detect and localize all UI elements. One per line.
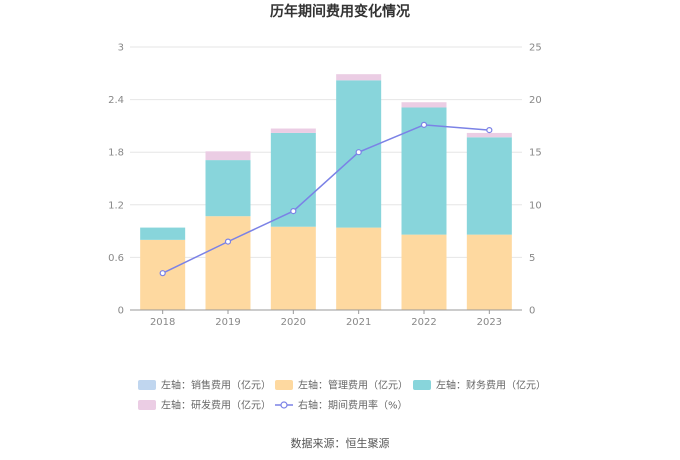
bar-segment (466, 234, 512, 310)
legend-label: 左轴：销售费用（亿元） (161, 379, 271, 392)
rate-line-point (486, 127, 493, 134)
rate-line (162, 124, 490, 274)
bar-segment (205, 160, 251, 217)
chart-title: 历年期间费用变化情况 (270, 3, 410, 20)
right-axis-tick-label: 5 (529, 253, 535, 264)
rate-line-point (420, 121, 428, 128)
x-axis-tick-label: 2020 (281, 317, 306, 328)
bar-segment (140, 227, 186, 240)
bar-segment (466, 132, 512, 138)
legend-label: 左轴：管理费用（亿元） (298, 379, 408, 392)
grid-lines (130, 46, 522, 258)
source-note: 数据来源：恒生聚源 (291, 436, 390, 450)
legend-swatch (138, 380, 156, 390)
legend-label: 左轴：财务费用（亿元） (436, 379, 546, 392)
legend-swatch (413, 380, 431, 390)
legend: 左轴：销售费用（亿元） 左轴：管理费用（亿元） 左轴：财务费用（亿元） 左轴：研发费用… (138, 379, 546, 412)
left-axis-tick-label: 1.2 (108, 200, 124, 211)
bar-segment (270, 128, 316, 133)
right-axis-tick-label: 15 (529, 148, 542, 159)
bar-series (140, 74, 512, 310)
right-axis-tick-label: 25 (529, 43, 542, 54)
x-axis-tick-label: 2023 (477, 317, 502, 328)
legend-swatch (138, 400, 156, 410)
legend-swatch (275, 380, 293, 390)
rate-line-point (290, 208, 297, 215)
bar-segment (401, 102, 447, 108)
left-axis-tick-label: 3 (118, 43, 124, 54)
left-axis-tick-label: 2.4 (108, 95, 124, 106)
left-axis-tick-label: 0 (118, 306, 124, 317)
right-axis-tick-label: 20 (529, 95, 542, 106)
rate-line-point (355, 149, 362, 156)
bar-segment (401, 234, 447, 310)
bar-segment (205, 216, 251, 310)
x-axis-tick-label: 2018 (150, 317, 175, 328)
left-axis-tick-label: 0.6 (108, 253, 124, 264)
x-axis-tick-label: 2019 (215, 317, 240, 328)
bar-segment (336, 227, 382, 310)
right-axis-tick-label: 0 (529, 306, 535, 317)
bar-segment (270, 226, 316, 310)
x-axis-tick-label: 2021 (346, 317, 371, 328)
rate-line-point (159, 270, 166, 277)
legend-label: 右轴：期间费用率（%） (298, 399, 408, 412)
axes: 0 0.6 1.2 1.8 2.4 3 0 5 10 15 20 25 2018 2019 2020 2021… (108, 43, 542, 329)
legend-label: 左轴：研发费用（亿元） (161, 399, 271, 412)
right-axis-tick-label: 10 (529, 200, 542, 211)
bar-segment (336, 74, 382, 81)
rate-line-series (159, 121, 493, 277)
left-axis-tick-label: 1.8 (108, 148, 124, 159)
bar-segment (401, 107, 447, 235)
bar-segment (466, 137, 512, 235)
legend-line-marker (280, 401, 288, 409)
x-axis-tick-label: 2022 (411, 317, 436, 328)
rate-line-point (224, 238, 232, 245)
bar-segment (205, 151, 251, 161)
